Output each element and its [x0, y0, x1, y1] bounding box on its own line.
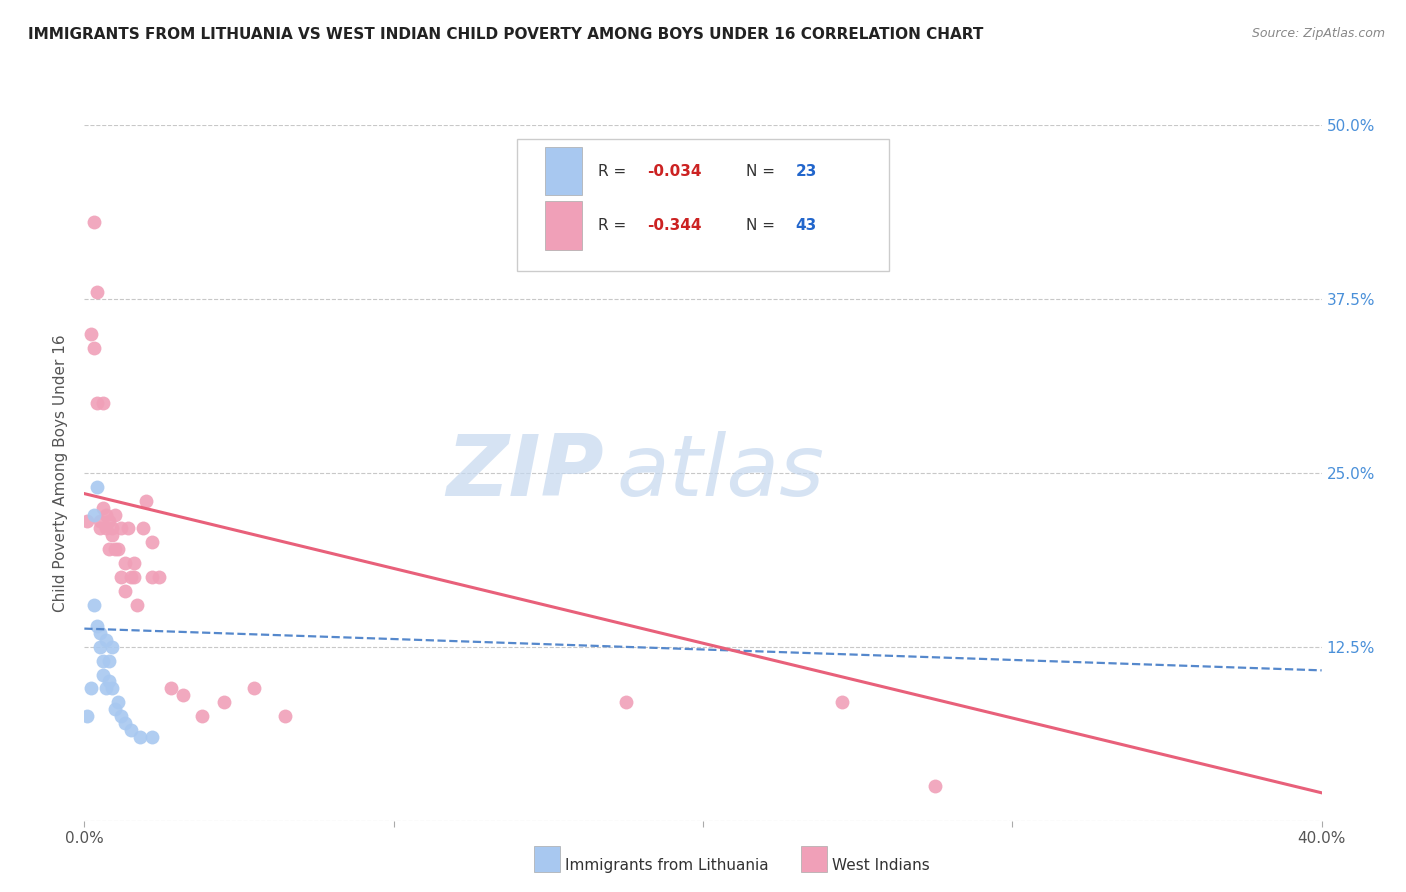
Point [101, 640, 124, 654]
Bar [544, 146, 582, 195]
Point [83, 598, 105, 612]
Point [91, 500, 114, 515]
Text: N =: N = [747, 218, 780, 233]
Text: 43: 43 [796, 218, 817, 233]
Point [924, 779, 946, 793]
Text: Immigrants from Lithuania: Immigrants from Lithuania [565, 858, 769, 872]
Text: West Indians: West Indians [832, 858, 931, 872]
Point [94, 508, 117, 522]
Point [160, 681, 183, 696]
Text: N =: N = [747, 163, 780, 178]
Point [94, 632, 117, 647]
Point [86, 285, 108, 299]
Text: ZIP: ZIP [446, 431, 605, 515]
Text: IMMIGRANTS FROM LITHUANIA VS WEST INDIAN CHILD POVERTY AMONG BOYS UNDER 16 CORRE: IMMIGRANTS FROM LITHUANIA VS WEST INDIAN… [28, 27, 983, 42]
Point [107, 542, 129, 557]
Point [86, 396, 108, 410]
Point [91, 654, 114, 668]
Point [122, 570, 145, 584]
Point [141, 730, 163, 744]
Point [104, 542, 127, 557]
Point [114, 556, 136, 570]
Point [98, 542, 121, 557]
Point [107, 695, 129, 709]
Point [110, 570, 132, 584]
Text: R =: R = [598, 218, 631, 233]
FancyBboxPatch shape [517, 139, 889, 271]
Text: Source: ZipAtlas.com: Source: ZipAtlas.com [1251, 27, 1385, 40]
Point [86, 480, 108, 494]
Point [98, 674, 121, 689]
Point [148, 570, 170, 584]
Text: -0.344: -0.344 [647, 218, 702, 233]
Point [135, 493, 157, 508]
Point [117, 521, 139, 535]
Point [110, 521, 132, 535]
Point [274, 709, 297, 723]
Text: -0.034: -0.034 [647, 163, 702, 178]
Point [212, 695, 235, 709]
Point [172, 689, 194, 703]
Point [132, 521, 155, 535]
Point [243, 681, 266, 696]
Point [79, 681, 101, 696]
Point [692, 180, 714, 194]
Point [98, 654, 121, 668]
Point [101, 528, 124, 542]
Point [89, 515, 111, 529]
Point [91, 667, 114, 681]
Point [104, 508, 127, 522]
Point [129, 730, 152, 744]
Point [94, 681, 117, 696]
Point [141, 570, 163, 584]
Point [125, 598, 148, 612]
Point [831, 695, 853, 709]
Point [79, 326, 101, 341]
Point [83, 215, 105, 229]
Point [114, 716, 136, 731]
Point [120, 723, 142, 738]
Point [76, 515, 98, 529]
Bar [544, 201, 582, 250]
Point [114, 584, 136, 599]
Point [141, 535, 163, 549]
Point [89, 640, 111, 654]
Point [191, 709, 214, 723]
Point [83, 508, 105, 522]
Text: atlas: atlas [616, 431, 824, 515]
Point [89, 625, 111, 640]
Point [101, 521, 124, 535]
Point [98, 515, 121, 529]
Point [614, 695, 637, 709]
Point [89, 521, 111, 535]
Point [76, 709, 98, 723]
Point [94, 521, 117, 535]
Y-axis label: Child Poverty Among Boys Under 16: Child Poverty Among Boys Under 16 [53, 334, 69, 612]
Point [110, 709, 132, 723]
Point [86, 619, 108, 633]
Point [83, 341, 105, 355]
Text: 23: 23 [796, 163, 817, 178]
Text: R =: R = [598, 163, 631, 178]
Point [101, 681, 124, 696]
Point [120, 570, 142, 584]
Point [104, 702, 127, 716]
Point [91, 396, 114, 410]
Point [122, 556, 145, 570]
